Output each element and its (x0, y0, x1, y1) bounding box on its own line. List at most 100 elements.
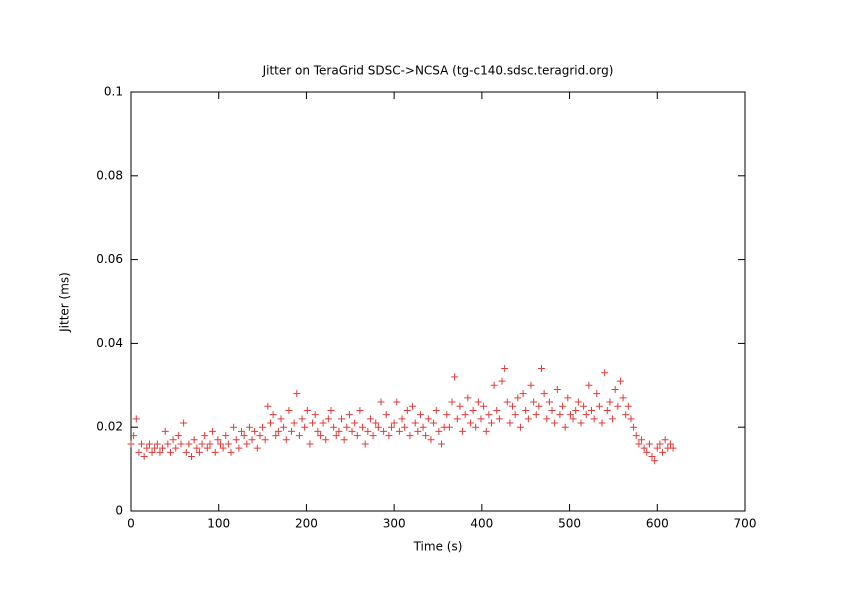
point (585, 381, 593, 389)
point (588, 406, 595, 414)
point (624, 402, 632, 410)
point (506, 419, 514, 427)
point (477, 415, 485, 423)
point (235, 444, 243, 452)
point (540, 390, 548, 398)
x-tick-label: 300 (383, 517, 406, 531)
point (445, 423, 453, 431)
point (519, 390, 527, 398)
point (169, 436, 177, 444)
point (322, 436, 330, 444)
point (335, 427, 343, 435)
point (559, 402, 567, 410)
point (230, 423, 238, 431)
point (388, 423, 396, 431)
point (351, 419, 359, 427)
point (474, 398, 482, 406)
point (245, 423, 253, 431)
point (461, 411, 469, 419)
point (343, 423, 351, 431)
y-tick-label: 0.02 (96, 420, 123, 434)
point (359, 423, 367, 431)
point (419, 423, 427, 431)
point (516, 423, 524, 431)
point (459, 427, 467, 435)
point (566, 411, 574, 419)
x-tick-label: 400 (470, 517, 493, 531)
plot-frame (130, 91, 746, 512)
point (480, 402, 488, 410)
point (472, 423, 480, 431)
point (303, 406, 311, 414)
point (632, 432, 640, 440)
point (182, 448, 190, 456)
point (538, 365, 546, 373)
point (161, 427, 169, 435)
point (159, 444, 167, 452)
point (551, 419, 559, 427)
point (645, 440, 653, 448)
point (361, 440, 369, 448)
point (372, 419, 380, 427)
point (635, 440, 643, 448)
x-tick-label: 100 (207, 517, 230, 531)
point (643, 448, 651, 456)
point (248, 436, 256, 444)
point (582, 411, 590, 419)
point (406, 432, 414, 440)
point (180, 419, 188, 427)
point (216, 440, 224, 448)
point (280, 423, 288, 431)
point (272, 432, 280, 440)
point (661, 436, 669, 444)
point (206, 440, 214, 448)
point (435, 427, 443, 435)
y-tick-label: 0 (115, 504, 123, 518)
point (669, 444, 677, 452)
point (209, 427, 217, 435)
point (338, 415, 346, 423)
point (377, 398, 385, 406)
point (288, 427, 296, 435)
point (348, 427, 356, 435)
point (277, 415, 285, 423)
point (651, 457, 659, 465)
point (198, 440, 206, 448)
point (501, 365, 509, 373)
point (130, 432, 138, 440)
point (266, 419, 274, 427)
point (553, 385, 561, 393)
point (172, 444, 180, 452)
point (127, 440, 135, 448)
point (488, 419, 496, 427)
point (453, 415, 461, 423)
point (259, 423, 267, 431)
point (598, 419, 606, 427)
point (366, 415, 374, 423)
point (211, 448, 219, 456)
point (148, 448, 156, 456)
point (443, 411, 451, 419)
point (193, 444, 201, 452)
point (603, 406, 611, 414)
point (503, 398, 511, 406)
point (243, 440, 251, 448)
x-tick-label: 600 (646, 517, 669, 531)
point (364, 427, 372, 435)
point (464, 394, 472, 402)
point (543, 415, 551, 423)
point (619, 394, 627, 402)
point (135, 448, 143, 456)
point (369, 432, 377, 440)
point (340, 436, 348, 444)
point (561, 423, 569, 431)
point (606, 398, 614, 406)
point (393, 398, 401, 406)
point (416, 411, 424, 419)
point (132, 415, 140, 423)
point (253, 444, 261, 452)
point (640, 444, 648, 452)
point (227, 448, 235, 456)
point (545, 398, 553, 406)
